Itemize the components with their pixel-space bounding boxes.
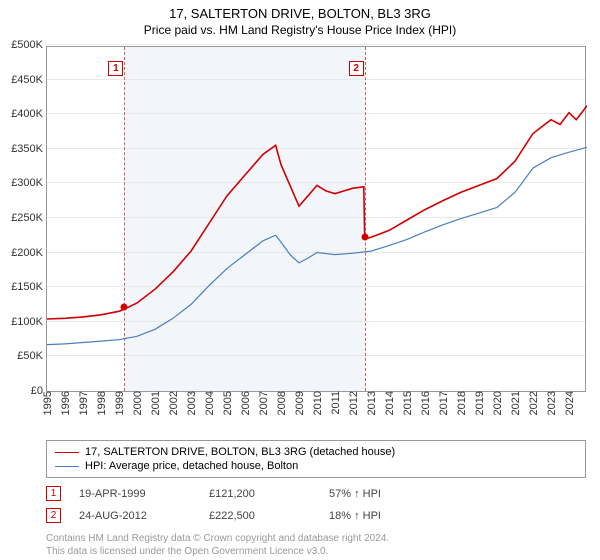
x-tick-label: 2014 [382,391,396,415]
x-tick-label: 2003 [184,391,198,415]
sale-row-marker: 2 [46,508,61,523]
chart-subtitle: Price paid vs. HM Land Registry's House … [0,21,600,41]
y-tick-label: £500K [11,39,47,51]
footer-line-2: This data is licensed under the Open Gov… [46,545,389,558]
x-tick-label: 2008 [274,391,288,415]
x-tick-label: 2001 [148,391,162,415]
y-tick-label: £100K [11,316,47,328]
legend-box: 17, SALTERTON DRIVE, BOLTON, BL3 3RG (de… [46,440,586,478]
x-tick-label: 2021 [508,391,522,415]
x-tick-label: 1997 [76,391,90,415]
x-tick-label: 2018 [454,391,468,415]
y-tick-label: £450K [11,74,47,86]
x-tick-label: 1995 [40,391,54,415]
legend-item: 17, SALTERTON DRIVE, BOLTON, BL3 3RG (de… [55,445,577,459]
x-tick-label: 2009 [292,391,306,415]
legend-swatch [55,452,79,453]
sale-row-marker: 1 [46,486,61,501]
chart-svg [47,47,587,393]
x-tick-label: 2020 [490,391,504,415]
x-tick-label: 2024 [562,391,576,415]
x-tick-label: 2000 [130,391,144,415]
x-tick-label: 2002 [166,391,180,415]
x-tick-label: 2015 [400,391,414,415]
legend-label: HPI: Average price, detached house, Bolt… [85,460,298,472]
x-tick-label: 2005 [220,391,234,415]
legend-item: HPI: Average price, detached house, Bolt… [55,459,577,473]
y-tick-label: £200K [11,247,47,259]
footer-line-1: Contains HM Land Registry data © Crown c… [46,532,389,545]
y-tick-label: £350K [11,143,47,155]
x-tick-label: 2013 [364,391,378,415]
attribution-footer: Contains HM Land Registry data © Crown c… [46,532,389,558]
legend-label: 17, SALTERTON DRIVE, BOLTON, BL3 3RG (de… [85,446,395,458]
sale-point [121,304,128,311]
x-tick-label: 2019 [472,391,486,415]
x-tick-label: 2012 [346,391,360,415]
y-tick-label: £150K [11,281,47,293]
x-tick-label: 2006 [238,391,252,415]
chart-plot-area: £0£50K£100K£150K£200K£250K£300K£350K£400… [46,46,586,392]
series-price_paid [47,106,587,319]
series-hpi [47,147,587,344]
sale-point [361,234,368,241]
sale-price: £121,200 [209,488,329,500]
sale-delta-hpi: 18% ↑ HPI [329,510,449,522]
sale-row-1: 1 19-APR-1999£121,20057% ↑ HPI [46,486,586,501]
x-tick-label: 2023 [544,391,558,415]
x-tick-label: 2022 [526,391,540,415]
chart-title: 17, SALTERTON DRIVE, BOLTON, BL3 3RG [0,0,600,21]
x-tick-label: 2016 [418,391,432,415]
x-tick-label: 2004 [202,391,216,415]
y-tick-label: £50K [17,350,47,362]
y-tick-label: £250K [11,212,47,224]
sale-price: £222,500 [209,510,329,522]
x-tick-label: 1998 [94,391,108,415]
sale-date: 19-APR-1999 [79,488,209,500]
x-tick-label: 1996 [58,391,72,415]
x-tick-label: 2007 [256,391,270,415]
x-tick-label: 2010 [310,391,324,415]
x-tick-label: 2011 [328,391,342,415]
legend-swatch [55,466,79,467]
sale-delta-hpi: 57% ↑ HPI [329,488,449,500]
sale-row-2: 2 24-AUG-2012£222,50018% ↑ HPI [46,508,586,523]
gridline-h [47,44,585,45]
sale-date: 24-AUG-2012 [79,510,209,522]
y-tick-label: £400K [11,108,47,120]
x-tick-label: 1999 [112,391,126,415]
y-tick-label: £300K [11,177,47,189]
x-tick-label: 2017 [436,391,450,415]
